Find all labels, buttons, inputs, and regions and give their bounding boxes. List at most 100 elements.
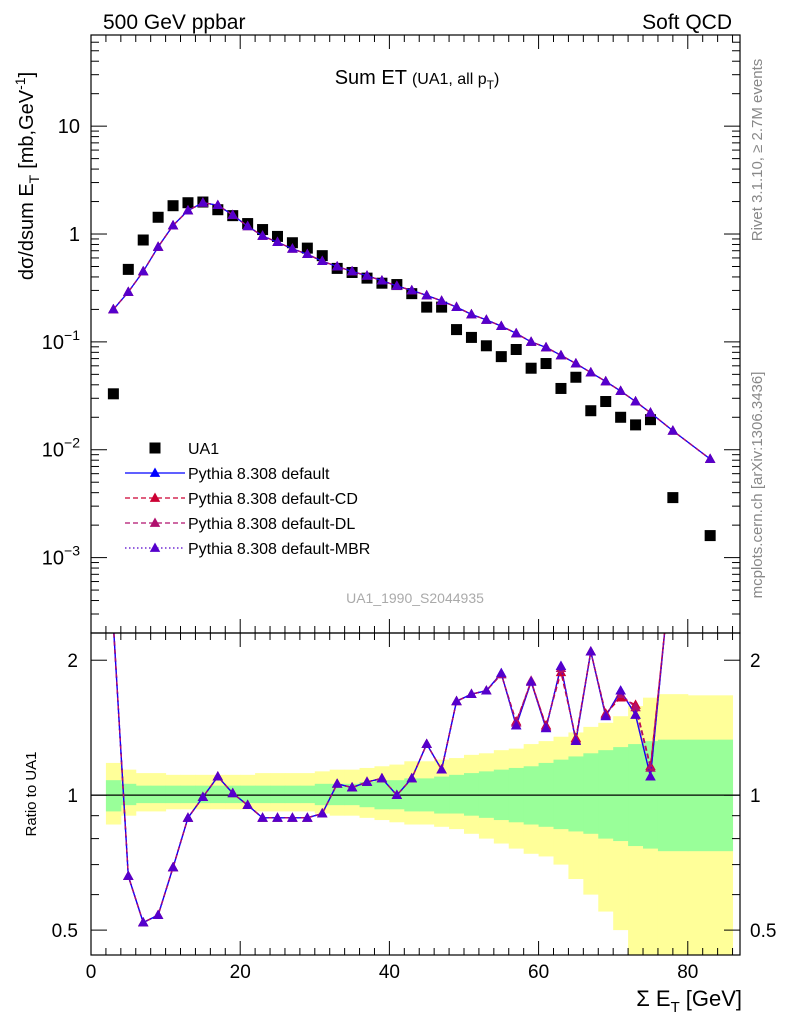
header-left: 500 GeV ppbar — [103, 11, 245, 34]
green-band-bin — [255, 785, 271, 804]
data-point-ua1 — [555, 382, 567, 394]
mc-point — [510, 327, 522, 338]
ratio-point — [481, 685, 492, 695]
analysis-watermark: UA1_1990_S2044935 — [346, 590, 484, 606]
data-point-ua1 — [570, 371, 582, 383]
ratio-y-tick-label: 1 — [67, 786, 78, 807]
mc-point — [451, 301, 462, 311]
data-point-ua1 — [301, 242, 313, 254]
ratio-point — [436, 764, 447, 774]
data-point-ua1 — [600, 396, 612, 408]
ratio-point — [272, 812, 283, 822]
ratio-point — [391, 789, 403, 800]
mc-point — [585, 367, 597, 377]
data-point-ua1 — [137, 234, 149, 246]
legend-label: UA1 — [188, 441, 219, 458]
ratio-point — [182, 812, 194, 822]
ratio-point — [376, 772, 388, 783]
data-point-ua1 — [152, 211, 164, 223]
data-point-ua1 — [495, 351, 507, 363]
data-point-ua1 — [122, 263, 134, 275]
ratio-uncertainty-bands — [105, 694, 734, 955]
x-axis-label: Σ ET [GeV] — [636, 986, 742, 1016]
ratio-y-tick-label-right: 0.5 — [750, 921, 776, 942]
ratio-y-tick-label: 2 — [67, 651, 78, 672]
mc-point — [302, 248, 313, 259]
green-band-bin — [463, 773, 480, 816]
mc-point — [346, 265, 358, 276]
mc-point — [391, 280, 403, 290]
legend-marker — [149, 517, 161, 527]
green-band-bin — [613, 747, 629, 842]
mc-point — [317, 255, 328, 266]
ratio-point — [451, 695, 462, 706]
ratio-point — [496, 667, 507, 678]
legend-label: Pythia 8.308 default-MBR — [188, 541, 370, 558]
ratio-series — [113, 633, 666, 927]
axes: 0 20 40 60 80 10 1 10−1 10−2 10−3 0.5 0.5 1 1 2 2 — [42, 34, 776, 983]
y-tick-label: 10−1 — [42, 327, 80, 354]
mc-point — [421, 289, 432, 300]
ratio-point — [197, 791, 209, 801]
data-point-ua1 — [465, 331, 477, 343]
mc-point — [108, 303, 119, 314]
data-point-ua1 — [451, 324, 463, 336]
ratio-y-tick-label-right: 1 — [750, 786, 761, 807]
ratio-point — [615, 685, 626, 695]
green-band-bin — [165, 785, 182, 804]
ratio-point — [123, 870, 134, 880]
mc-point — [287, 243, 298, 253]
x-tick-label: 60 — [528, 962, 549, 983]
data-point-ua1 — [525, 362, 537, 374]
data-point-ua1 — [421, 301, 433, 313]
ratio-point — [317, 808, 328, 818]
ratio-point — [137, 916, 149, 927]
y-tick-label: 1 — [69, 224, 80, 246]
mc-point — [667, 425, 679, 435]
data-point-ua1 — [167, 200, 179, 212]
data-point-ua1 — [615, 411, 627, 423]
x-tick-label: 80 — [677, 962, 698, 983]
ratio-point — [645, 762, 656, 772]
ratio-point — [346, 782, 358, 792]
mc-point — [525, 336, 537, 346]
ratio-point — [466, 688, 477, 699]
ratio-point — [167, 861, 179, 872]
ratio-point — [406, 772, 417, 783]
ratio-point — [212, 771, 224, 781]
ratio-plot-frame — [90, 632, 741, 956]
ratio-y-tick-label: 0.5 — [52, 921, 78, 942]
green-band-bin — [449, 774, 465, 814]
ratio-point — [510, 720, 522, 730]
mc-point — [600, 375, 611, 386]
top-series — [107, 196, 716, 542]
x-tick-label: 0 — [86, 962, 97, 983]
data-point-ua1 — [585, 405, 597, 417]
ratio-point — [227, 787, 238, 798]
data-point-ua1 — [257, 224, 269, 236]
mcplots-label: mcplots.cern.ch [arXiv:1306.3436] — [749, 372, 766, 599]
legend-marker — [149, 467, 161, 477]
legend-label: Pythia 8.308 default — [188, 466, 330, 483]
mc-point — [645, 407, 656, 417]
green-band-bin — [583, 753, 599, 834]
ratio-point — [152, 909, 164, 919]
mc-point — [615, 385, 626, 395]
mc-point — [496, 320, 507, 330]
mc-point — [436, 295, 447, 305]
mc-point — [361, 270, 373, 280]
y-tick-label: 10 — [58, 116, 80, 138]
ratio-point — [540, 722, 552, 733]
data-point-ua1 — [644, 414, 656, 426]
mc-point — [555, 349, 567, 360]
data-point-ua1 — [480, 340, 492, 352]
data-point-ua1 — [630, 419, 642, 431]
green-band-bin — [329, 783, 346, 806]
ratio-point — [287, 812, 298, 822]
data-point-ua1 — [704, 530, 716, 542]
green-band-bin — [135, 785, 152, 804]
ratio-point — [585, 646, 597, 656]
mc-point — [540, 341, 552, 352]
mc-point — [152, 241, 164, 251]
